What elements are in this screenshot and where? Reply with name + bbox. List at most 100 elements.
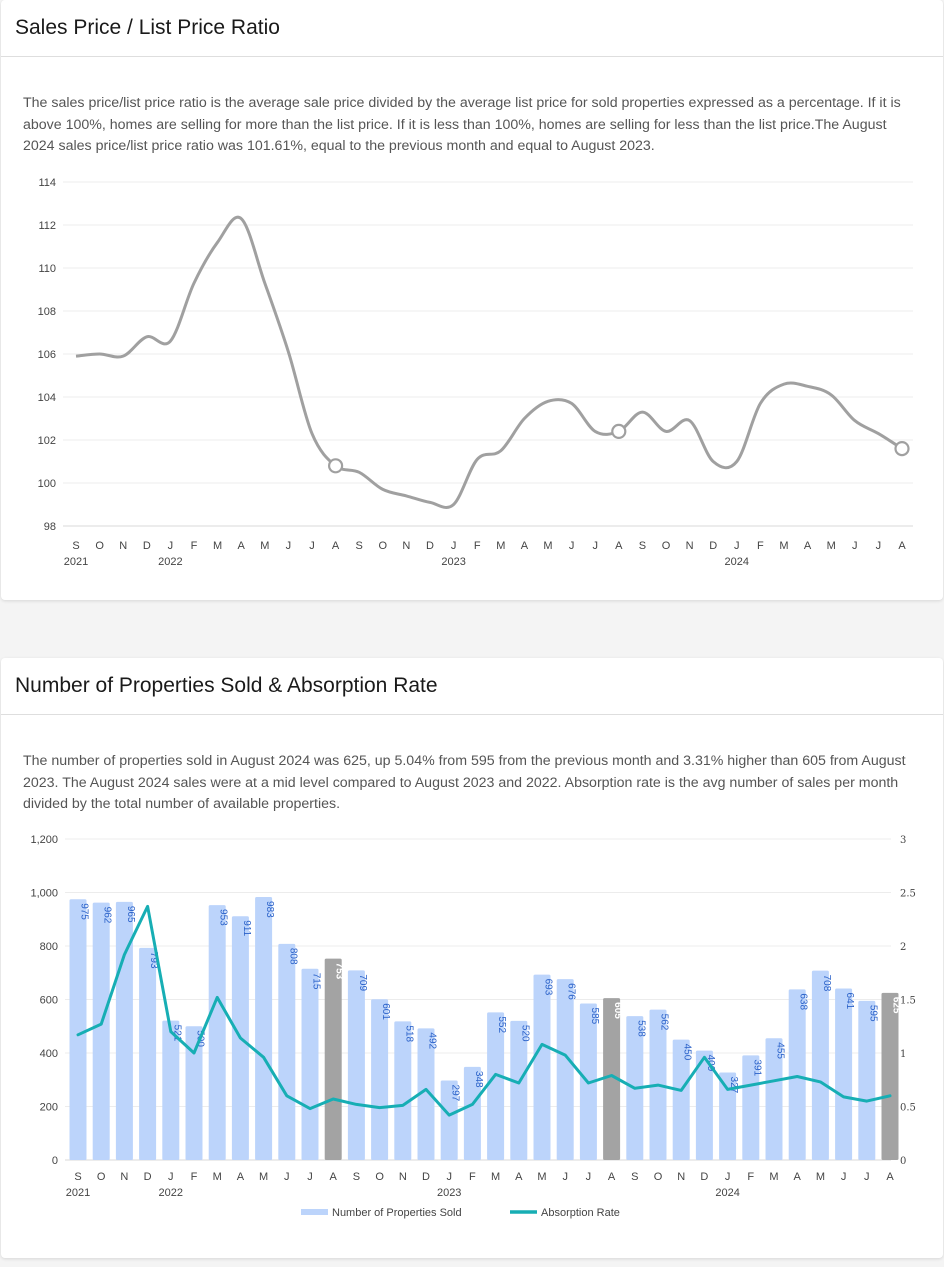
sold-bar [881,992,899,1160]
ratio-x-tick-label: N [402,540,410,552]
sold-bar [742,1055,760,1160]
sold-bar-label: 962 [102,907,113,924]
sold-right-y-tick-label: 1 [900,1049,906,1060]
ratio-x-tick-label: J [451,540,457,552]
ratio-y-tick-label: 104 [38,392,56,404]
sold-bar [603,998,621,1160]
sold-bar [533,974,551,1160]
ratio-x-tick-label: M [827,540,836,552]
sold-combo-chart: 0 200 400 600 800 1,000 1,200 0 0.5 1 1.5 2 2.5 3 975 9… [30,834,916,1219]
sold-x-tick-label: F [191,1171,198,1183]
ratio-x-tick-label: F [474,540,481,552]
ratio-x-year-label: 2024 [725,556,749,568]
ratio-x-tick-label: J [876,540,882,552]
ratio-x-year-label: 2023 [441,556,465,568]
sold-left-y-tick-label: 200 [40,1102,58,1114]
ratio-y-tick-label: 100 [38,478,56,490]
sold-bar-label: 562 [659,1014,670,1031]
legend-bar-swatch [301,1209,328,1215]
sold-bar [162,1020,180,1160]
sold-bar-label: 492 [427,1032,438,1049]
sold-right-y-tick-label: 1.5 [900,996,916,1007]
sold-x-tick-label: A [794,1171,802,1183]
sold-x-tick-label: S [631,1171,638,1183]
sold-bar [185,1026,203,1160]
sold-x-tick-label: F [747,1171,754,1183]
ratio-y-tick-label: 102 [38,435,56,447]
ratio-x-tick-label: D [709,540,717,552]
ratio-x-tick-label: S [72,540,79,552]
sold-description: The number of properties sold in August … [23,753,906,812]
ratio-x-tick-label: J [569,540,575,552]
ratio-x-tick-label: A [898,540,906,552]
sold-bar-label: 709 [357,974,368,991]
sold-bar-label: 520 [519,1025,530,1042]
sold-x-tick-label: M [259,1171,268,1183]
sold-bar [417,1028,435,1160]
sold-x-tick-label: D [144,1171,152,1183]
ratio-x-tick-label: M [779,540,788,552]
sold-bar-label: 708 [821,975,832,992]
sold-bar [301,968,319,1160]
ratio-x-tick-label: M [213,540,222,552]
ratio-y-tick-label: 106 [38,349,56,361]
sold-x-tick-label: O [97,1171,106,1183]
sold-x-tick-label: M [816,1171,825,1183]
ratio-x-tick-label: J [286,540,292,552]
sold-bar-label: 676 [566,983,577,1000]
ratio-card-header: Sales Price / List Price Ratio [1,0,943,57]
sold-x-tick-label: J [284,1171,290,1183]
sold-bar [69,899,87,1160]
ratio-x-tick-label: J [852,540,858,552]
sold-bar-label: 808 [287,948,298,965]
sold-left-y-tick-label: 0 [52,1155,58,1167]
sold-bar-label: 641 [844,993,855,1010]
sold-bar [139,947,157,1160]
ratio-x-tick-label: A [238,540,246,552]
ratio-x-tick-label: A [521,540,529,552]
sold-bar-label: 605 [612,1002,623,1019]
sold-x-tick-label: J [562,1171,568,1183]
ratio-x-tick-label: N [686,540,694,552]
sold-x-tick-label: F [469,1171,476,1183]
ratio-x-tick-label: D [426,540,434,552]
sold-bar-label: 595 [867,1005,878,1022]
sold-bar-label: 455 [775,1042,786,1059]
sold-x-tick-label: M [491,1171,500,1183]
ratio-card: Sales Price / List Price Ratio The sales… [1,0,943,600]
sold-x-tick-label: J [307,1171,313,1183]
sold-bar [324,958,342,1160]
sold-bar-label: 585 [589,1008,600,1025]
sold-bar [255,897,273,1160]
sold-bar [811,970,829,1160]
sold-bar-label: 348 [473,1071,484,1088]
sold-card-title: Number of Properties Sold & Absorption R… [15,674,438,697]
ratio-series-line [75,215,903,509]
sold-x-tick-label: A [515,1171,523,1183]
ratio-y-tick-label: 110 [38,263,56,275]
ratio-x-tick-label: M [260,540,269,552]
sold-x-tick-label: N [677,1171,685,1183]
ratio-highlight-point [611,423,627,439]
sold-bar-label: 638 [798,993,809,1010]
sold-x-tick-label: M [537,1171,546,1183]
ratio-y-tick-label: 114 [38,177,56,189]
sold-x-tick-label: A [886,1171,894,1183]
sold-card-header: Number of Properties Sold & Absorption R… [1,658,943,715]
ratio-x-tick-label: F [191,540,198,552]
sold-x-tick-label: O [375,1171,384,1183]
sold-bar-label: 953 [218,909,229,926]
sold-bar-label: 521 [171,1025,182,1042]
sold-x-tick-label: J [168,1171,174,1183]
sold-left-y-tick-label: 600 [40,995,58,1007]
ratio-x-tick-label: S [356,540,363,552]
ratio-x-tick-label: D [143,540,151,552]
sold-bar-label: 391 [751,1059,762,1076]
ratio-x-tick-label: S [639,540,646,552]
sold-bar [440,1080,458,1160]
sold-x-tick-label: S [353,1171,360,1183]
sold-bar [92,902,110,1160]
sold-x-tick-label: O [654,1171,663,1183]
sold-x-year-label: 2021 [66,1187,90,1199]
sold-bar [347,970,365,1160]
